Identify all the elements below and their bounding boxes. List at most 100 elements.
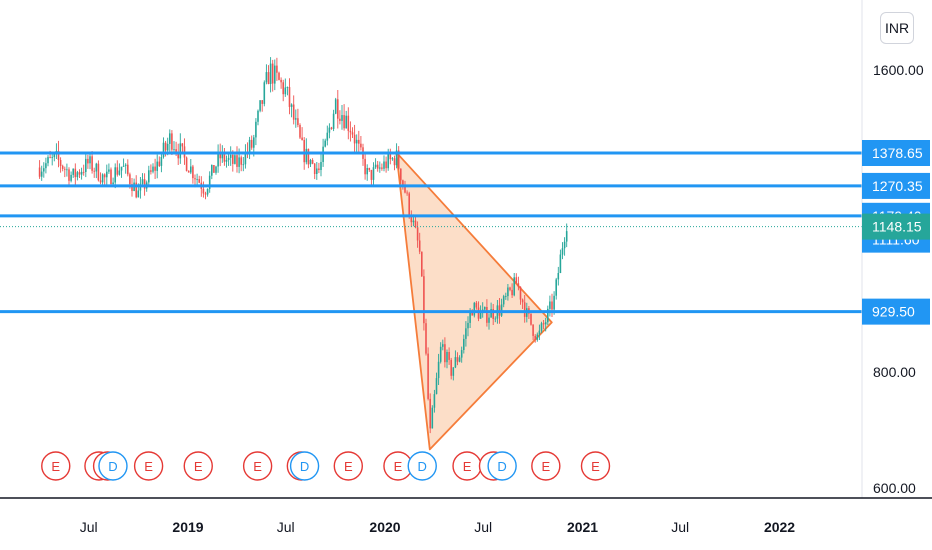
time-tick-label: 2021 [567, 519, 598, 535]
candle-body [108, 169, 110, 172]
candle-body [95, 163, 98, 172]
event-circle [242, 451, 273, 481]
candle-body [181, 143, 184, 147]
candle-body [563, 241, 566, 249]
candle-body [187, 170, 190, 173]
earnings-marker[interactable]: E [242, 451, 273, 481]
candle-body [421, 251, 423, 277]
candle-body [414, 220, 417, 228]
candle-body [553, 295, 555, 310]
candle-body [208, 175, 211, 189]
candle-body [347, 115, 350, 131]
dividend-marker[interactable]: D [487, 451, 517, 481]
candle-body [87, 158, 89, 164]
candle-body [486, 307, 488, 323]
candle-body [439, 346, 442, 362]
candle-body [223, 152, 226, 162]
earnings-marker[interactable]: E [133, 451, 164, 481]
candle-body [238, 157, 240, 167]
candle-body [112, 182, 114, 185]
current-price-label-box [862, 213, 930, 240]
currency-button[interactable]: INR [880, 12, 914, 44]
candle-body [202, 188, 205, 194]
candle-body [114, 167, 116, 183]
candle-body [326, 132, 329, 141]
candle-body [292, 104, 295, 120]
candle-body [40, 171, 43, 177]
candle-body [400, 168, 402, 181]
candle-body [383, 161, 385, 169]
candle-body [376, 164, 379, 169]
candle-body [261, 100, 263, 104]
triangle-pattern-layer [395, 151, 553, 451]
candle-body [68, 169, 70, 181]
candle-body [120, 166, 123, 171]
candle-body [389, 154, 392, 160]
price-tick-label: 800.00 [873, 364, 916, 380]
candle-body [544, 322, 547, 325]
candle-body [57, 151, 60, 160]
dividend-marker[interactable]: D [98, 451, 128, 481]
candle-body [408, 193, 410, 216]
candle-body [215, 166, 217, 173]
earnings-marker[interactable]: E [580, 451, 611, 481]
earnings-marker[interactable]: E [183, 451, 213, 481]
event-circle [580, 451, 611, 481]
candle-body [379, 167, 381, 169]
candle-body [318, 168, 320, 170]
candle-body [320, 162, 322, 170]
candle-body [337, 99, 339, 119]
candle-body [242, 164, 245, 166]
candle-body [360, 143, 362, 148]
candle-body [412, 220, 415, 223]
candle-body [500, 304, 503, 316]
candle-body [248, 139, 251, 154]
level-price-label: 1378.65 [872, 145, 923, 161]
candle-body [229, 154, 232, 158]
candle-body [334, 99, 337, 114]
candle-body [276, 65, 278, 73]
candle-body [475, 302, 478, 308]
candle-body [143, 179, 146, 189]
candle-body [368, 168, 371, 170]
candle-body [192, 166, 194, 179]
candle-body [559, 254, 562, 273]
event-label: E [394, 459, 403, 474]
candle-body [47, 157, 49, 164]
candle-body [551, 301, 553, 310]
event-label: D [108, 459, 117, 474]
candle-body [374, 164, 377, 168]
candle-body [219, 153, 221, 159]
candle-body [358, 139, 360, 144]
candle-body [549, 301, 551, 309]
dividend-marker[interactable]: D [407, 451, 437, 481]
candle-body [122, 165, 125, 167]
event-circle [531, 451, 561, 481]
candle-body [542, 323, 545, 325]
candle-body [429, 398, 431, 429]
level-price-label-box [862, 172, 930, 199]
candle-body [507, 287, 509, 297]
candle-body [555, 279, 557, 296]
candle-body [171, 133, 173, 150]
candle-body [59, 160, 62, 166]
candle-body [45, 163, 47, 169]
earnings-marker[interactable]: E [333, 451, 363, 481]
candle-body [557, 273, 560, 280]
earnings-marker[interactable]: E [531, 451, 561, 481]
event-circle [98, 451, 128, 481]
candle-body [463, 338, 465, 350]
candle-body [427, 353, 429, 399]
candle-body [471, 311, 473, 316]
candle-body [101, 174, 104, 183]
candle-body [425, 323, 427, 354]
earnings-marker[interactable]: E [41, 451, 71, 481]
earnings-marker[interactable]: E [452, 451, 482, 481]
candle-body [70, 174, 72, 181]
candle-body [204, 193, 207, 195]
event-circle [183, 451, 213, 481]
candle-body [519, 286, 522, 300]
dividend-marker[interactable]: D [289, 451, 320, 481]
candle-body [259, 100, 261, 111]
